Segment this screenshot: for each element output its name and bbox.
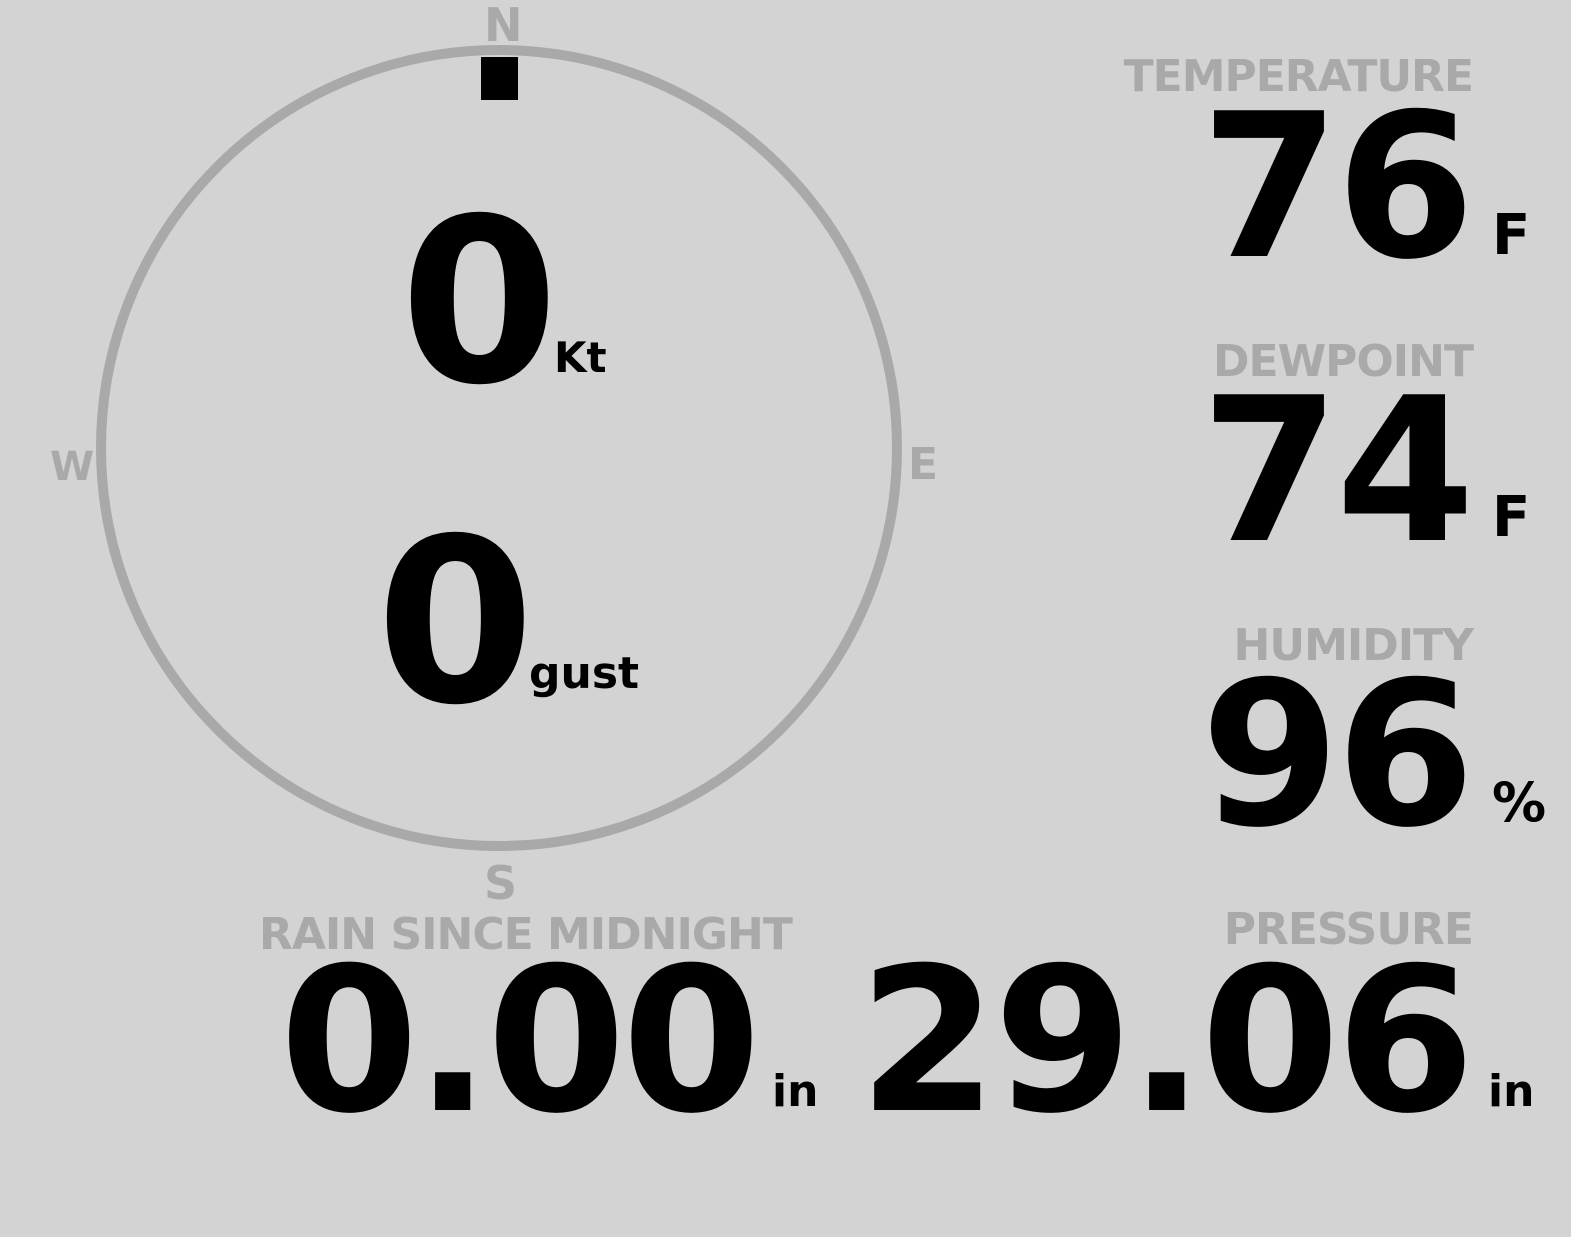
compass-ring	[96, 45, 902, 851]
dewpoint-label: DEWPOINT	[1213, 336, 1474, 387]
dewpoint-value: 74	[1200, 355, 1475, 588]
pressure-unit: in	[1488, 1066, 1535, 1117]
humidity-unit: %	[1492, 771, 1547, 834]
temperature-label: TEMPERATURE	[1123, 51, 1474, 102]
wind-speed-value: 0	[400, 169, 559, 435]
pressure-value: 29.06	[858, 925, 1475, 1158]
wind-gust-unit: gust	[529, 648, 640, 699]
dewpoint-unit: F	[1492, 485, 1531, 550]
compass-north-label: N	[484, 0, 522, 52]
humidity-label: HUMIDITY	[1233, 620, 1474, 671]
rain-label: RAIN SINCE MIDNIGHT	[259, 909, 793, 960]
wind-speed-unit: Kt	[554, 333, 607, 382]
compass-west-label: W	[50, 444, 94, 490]
compass-south-label: S	[484, 856, 517, 910]
humidity-value: 96	[1200, 639, 1475, 872]
temperature-unit: F	[1492, 203, 1531, 268]
compass-east-label: E	[908, 439, 938, 490]
rain-value: 0.00	[279, 925, 761, 1158]
rain-unit: in	[772, 1066, 819, 1117]
pressure-label: PRESSURE	[1223, 904, 1474, 955]
wind-gust-value: 0	[376, 489, 535, 755]
temperature-value: 76	[1200, 71, 1475, 304]
wind-direction-indicator	[481, 57, 518, 100]
wind-compass	[96, 45, 902, 851]
